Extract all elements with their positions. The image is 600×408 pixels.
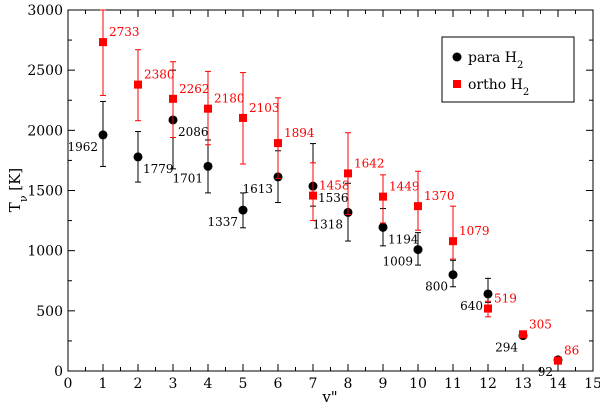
y-tick-label: 1500 [27,184,63,200]
x-tick-label: 7 [309,376,318,392]
data-label: 1458 [319,179,350,193]
data-label: 1337 [207,215,238,229]
series-para: 1962 1779 2086 1701 1337 1613 1536 1318 1194 1009… [67,69,563,379]
data-label: 1779 [143,162,174,176]
data-point-ortho [449,237,457,246]
data-label: 1318 [312,217,343,231]
data-point-para [238,205,248,215]
x-tick-label: 1 [99,376,108,392]
x-tick-label: 10 [409,376,427,392]
y-axis-title-base: T [6,202,24,212]
x-tick-label: 3 [169,376,178,392]
legend-marker-para [452,52,462,62]
y-tick-label: 2000 [27,123,63,139]
data-point-ortho [344,169,352,178]
y-tick-label: 1000 [27,244,63,260]
legend-marker-ortho [453,80,461,88]
legend-label-ortho: ortho H2 [468,77,529,98]
x-tick-label: 13 [514,376,532,392]
svg-text:Tν [K]: Tν [K] [6,168,30,212]
data-point-para [413,245,423,255]
data-point-para [203,161,213,171]
x-tick-label: 6 [274,376,283,392]
data-point-ortho [379,192,387,201]
y-axis-title-sub: ν [17,195,30,202]
data-label: 2180 [214,92,245,106]
data-point-ortho [239,113,247,122]
x-tick-label: 12 [479,376,497,392]
data-point-ortho [99,38,107,47]
data-layer: 1962 1779 2086 1701 1337 1613 1536 1318 1194 1009… [67,9,579,379]
data-label: 1962 [67,140,98,154]
data-label: 1079 [459,224,490,238]
data-point-ortho [134,80,142,89]
data-label: 1449 [389,180,420,194]
y-tick-label: 2500 [27,63,63,79]
data-label: 305 [529,317,552,331]
y-tick-label: 0 [54,364,63,380]
data-label: 1613 [242,182,273,196]
data-point-ortho [554,356,562,365]
data-label: 2262 [179,82,210,96]
y-axis-title: Tν [K] [6,168,30,212]
data-label: 1701 [172,171,203,185]
data-label: 1642 [354,156,385,170]
data-point-ortho [484,304,492,313]
data-point-ortho [169,94,177,103]
data-point-ortho [309,191,317,200]
x-tick-label: 9 [379,376,388,392]
legend-label-para: para H2 [468,50,523,71]
y-axis-title-unit: [K] [6,168,24,196]
data-point-ortho [519,330,527,339]
data-label: 92 [538,365,553,379]
data-label: 640 [460,299,483,313]
data-label: 2733 [109,25,140,39]
series-ortho: 2733 2380 2262 2180 2103 1894 1458 1642 1449 1370… [99,9,579,365]
data-label: 1194 [388,232,419,246]
x-tick-label: 5 [239,376,248,392]
data-point-para [98,130,108,140]
data-label: 800 [425,280,448,294]
x-tick-label: 0 [64,376,73,392]
legend: para H2 ortho H2 [441,36,575,103]
y-tick-label: 500 [36,304,63,320]
data-label: 2086 [178,125,209,139]
x-tick-label: 4 [204,376,213,392]
x-axis-title: v" [321,388,337,406]
data-point-ortho [414,202,422,211]
data-label: 1009 [382,255,413,269]
y-tick-label: 3000 [27,3,63,19]
legend-box [441,36,575,103]
data-label: 2380 [144,68,175,82]
data-label: 2103 [249,101,280,115]
data-point-para [133,152,143,162]
x-tick-label: 8 [344,376,353,392]
data-point-ortho [274,139,282,148]
data-label: 1536 [318,191,349,205]
data-label: 86 [564,344,579,358]
data-point-para [483,289,493,299]
data-point-ortho [204,104,212,113]
data-label: 1894 [284,126,315,140]
x-tick-label: 14 [549,376,567,392]
x-tick-label: 11 [444,376,462,392]
x-tick-label: 15 [584,376,600,392]
data-label: 1370 [424,189,455,203]
data-label: 519 [494,292,517,306]
data-point-para [448,270,458,280]
x-tick-label: 2 [134,376,143,392]
ticks-layer: 0 1 2 3 4 5 6 7 8 9 10 11 12 13 14 15050010001500200025… [27,3,600,392]
data-label: 294 [495,341,518,355]
data-point-para [378,222,388,232]
